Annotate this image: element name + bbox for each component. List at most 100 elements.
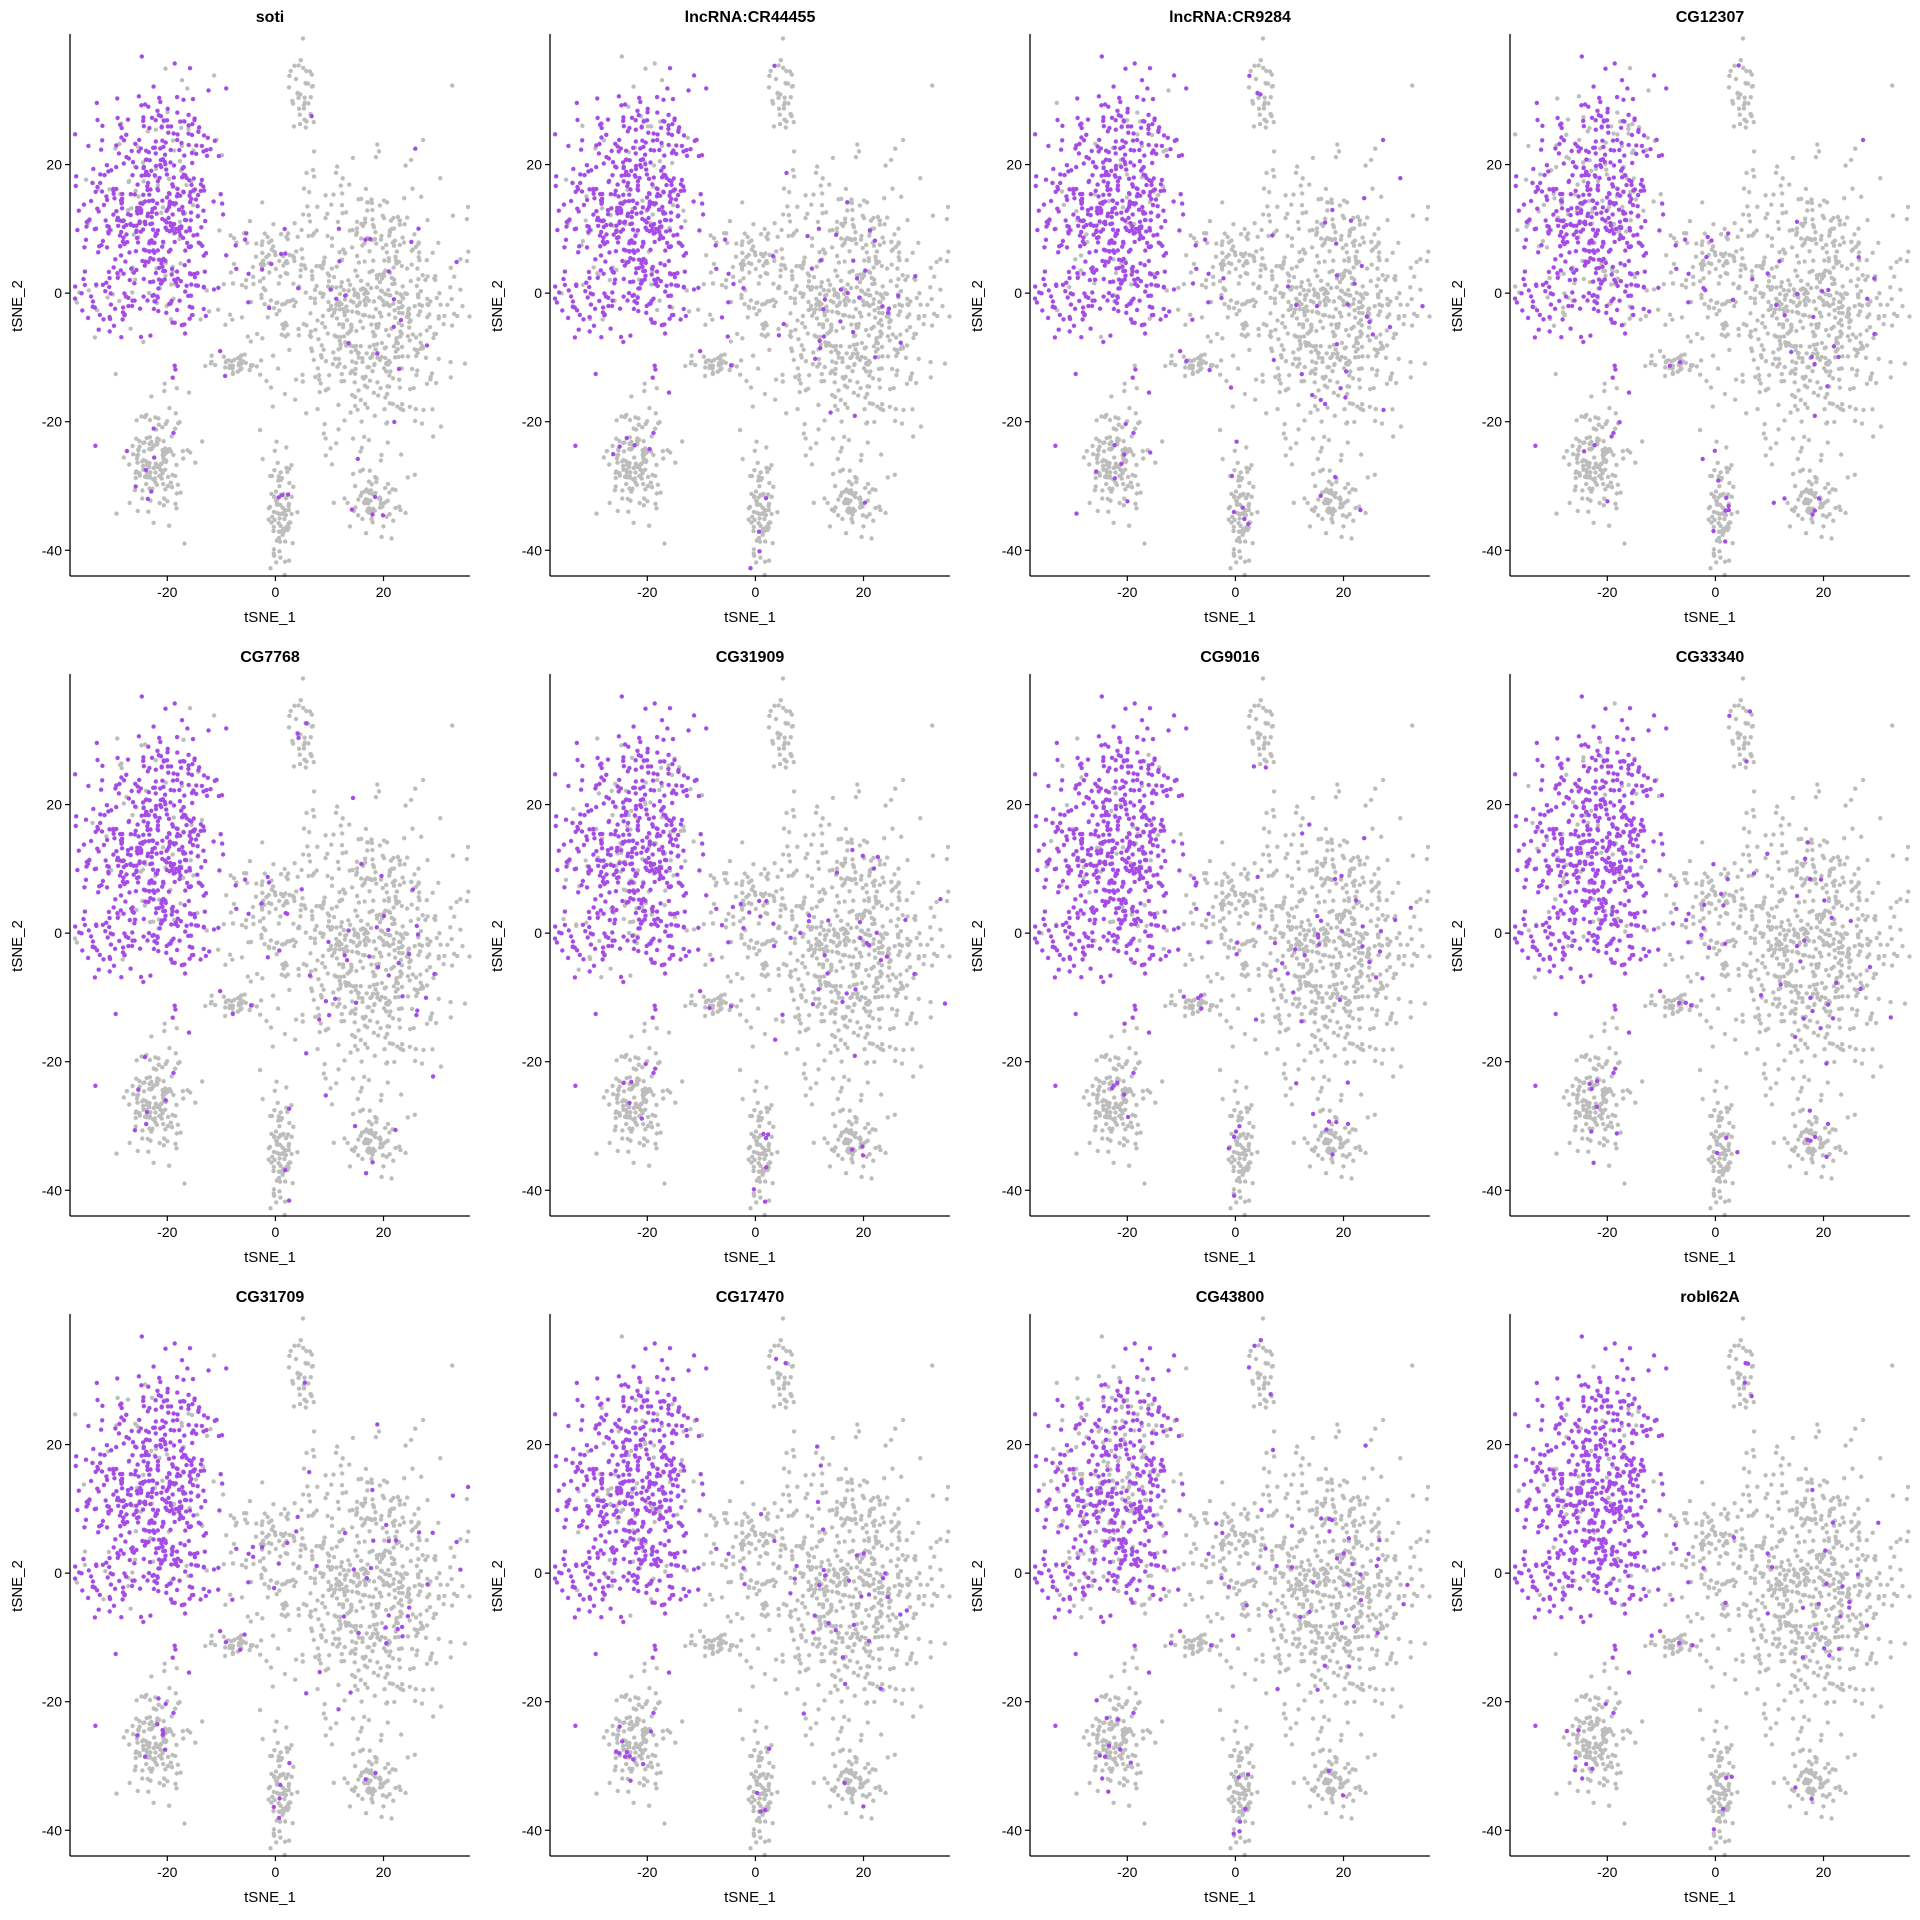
cell-point-expressing (146, 150, 151, 155)
cell-point (283, 512, 289, 518)
cell-point (842, 501, 847, 506)
cell-point (1240, 254, 1246, 259)
cell-point-expressing (153, 151, 158, 156)
cell-point (370, 217, 375, 222)
cell-point (741, 276, 746, 281)
cell-point (293, 397, 298, 402)
cell-point-expressing (115, 115, 120, 121)
cell-point (1269, 72, 1274, 77)
cell-point (342, 364, 347, 370)
cell-point (771, 281, 776, 286)
cell-point-expressing (661, 164, 666, 170)
cell-point (827, 228, 832, 233)
cell-point (759, 332, 764, 337)
cell-point (767, 252, 772, 258)
cell-point (870, 487, 875, 492)
cell-point (379, 233, 384, 239)
cell-point-expressing (633, 233, 638, 239)
cell-point (755, 366, 761, 371)
cell-point-expressing (594, 164, 599, 170)
cell-point (916, 356, 921, 362)
cell-point (710, 370, 716, 375)
cell-point-expressing (666, 390, 672, 395)
cell-point (367, 468, 372, 473)
cell-point (330, 313, 335, 318)
cell-point (868, 369, 873, 374)
cell-point (360, 375, 365, 380)
cell-point (868, 293, 873, 298)
cell-point-expressing (617, 137, 622, 143)
cell-point (1424, 258, 1430, 264)
cell-point (673, 460, 678, 465)
cell-point-expressing (158, 281, 164, 286)
cell-point (352, 371, 358, 376)
cell-point (146, 290, 152, 296)
cell-point-expressing (147, 125, 152, 131)
cell-point (900, 273, 905, 278)
cell-point (147, 417, 153, 423)
cell-point (1204, 231, 1209, 236)
cell-point-expressing (594, 143, 599, 148)
cell-point-expressing (73, 284, 78, 289)
cell-point (865, 391, 870, 397)
cell-point (742, 301, 747, 307)
cell-point (207, 309, 212, 314)
cell-point (1078, 268, 1083, 273)
cell-point (321, 431, 326, 436)
cell-point-expressing (629, 221, 635, 226)
cell-point (271, 524, 276, 530)
cell-point (296, 63, 301, 68)
cell-point (1370, 186, 1375, 191)
cell-point-expressing (424, 343, 430, 348)
cell-point (1292, 310, 1297, 315)
cell-point-expressing (641, 119, 646, 124)
cell-point (377, 280, 383, 285)
cell-point-expressing (113, 257, 118, 262)
cell-point (1125, 474, 1131, 480)
cell-point (1250, 540, 1255, 546)
cell-point (321, 291, 326, 297)
cell-point (287, 73, 292, 79)
cell-point (1394, 295, 1399, 301)
cell-point (1123, 467, 1128, 472)
cell-point (1367, 338, 1372, 343)
cell-point-expressing (148, 333, 153, 338)
cell-point (784, 68, 789, 74)
cell-point (1408, 375, 1413, 380)
cell-point (794, 228, 799, 233)
cell-point (1166, 88, 1171, 93)
cell-point (834, 219, 840, 224)
cell-point (283, 539, 288, 544)
cell-point (805, 284, 811, 289)
cell-point (381, 216, 387, 221)
cell-point (1310, 359, 1315, 364)
cell-point-expressing (124, 232, 129, 237)
cell-point (762, 301, 768, 306)
cell-point (757, 308, 762, 313)
cell-point (662, 541, 667, 546)
cell-point (1354, 261, 1359, 266)
cell-point (1269, 346, 1274, 351)
cell-point (158, 462, 164, 467)
cell-point (398, 406, 403, 411)
cell-point (1378, 346, 1383, 352)
cell-point (237, 367, 243, 372)
cell-point-expressing (142, 263, 147, 268)
cell-point-expressing (633, 163, 639, 169)
cell-point (1256, 63, 1261, 68)
cell-point (1241, 324, 1247, 329)
cell-point-expressing (1086, 156, 1092, 161)
cell-point (342, 418, 347, 423)
cell-point (830, 471, 836, 477)
cell-point-expressing (579, 189, 585, 194)
cell-point-expressing (643, 258, 648, 263)
cell-point (161, 481, 166, 487)
cell-point-expressing (1043, 237, 1049, 242)
cell-point (412, 304, 417, 309)
cell-point-expressing (190, 96, 196, 102)
cell-point (278, 555, 283, 560)
cell-point (1314, 328, 1319, 334)
cell-point (704, 358, 709, 364)
cell-point (794, 263, 799, 269)
cell-point (1301, 247, 1306, 252)
